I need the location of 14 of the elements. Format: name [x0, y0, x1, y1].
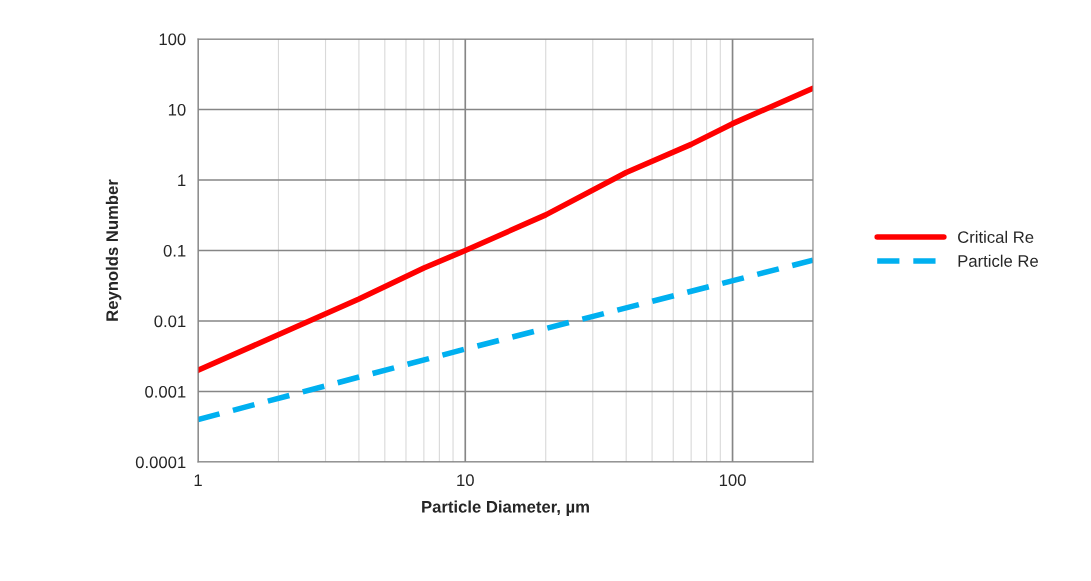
y-tick-label: 0.0001	[135, 456, 186, 469]
y-tick-label: 1	[178, 174, 186, 187]
y-tick-label: 0.1	[163, 244, 186, 257]
y-tick-label: 100	[159, 33, 186, 46]
x-tick-label: 1	[194, 474, 202, 486]
x-axis-title: Particle Diameter, µm	[422, 500, 589, 516]
legend-label: Particle Re	[958, 254, 1038, 267]
x-tick-label: 10	[457, 474, 474, 487]
y-tick-label: 10	[168, 103, 186, 116]
y-tick-label: 0.01	[154, 315, 186, 328]
legend-label: Critical Re	[958, 230, 1034, 244]
x-tick-label: 100	[719, 474, 746, 487]
y-tick-label: 0.001	[145, 385, 186, 398]
y-axis-title: Reynolds Number	[105, 179, 122, 321]
